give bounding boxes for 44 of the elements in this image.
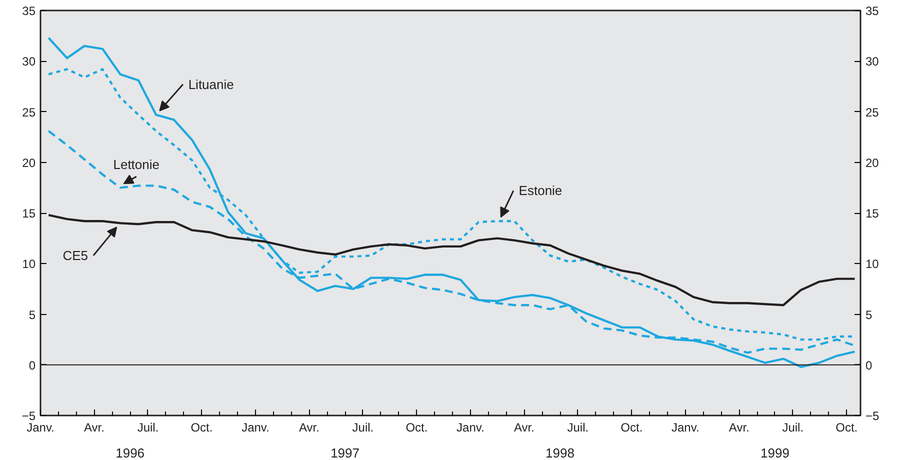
y2-tick-label: 35 <box>866 4 880 18</box>
x-tick-label: Avr. <box>728 420 750 434</box>
text: Lituanie <box>188 76 234 92</box>
x-tick-label: Oct. <box>620 420 643 434</box>
text: 1997 <box>330 446 360 460</box>
x-tick-label: Juil. <box>567 420 589 434</box>
y2-tick-label: 10 <box>866 257 880 272</box>
x-tick-label: Oct. <box>190 420 213 434</box>
y2-tick-label: 15 <box>866 206 880 220</box>
y-tick-label: 25 <box>22 105 36 120</box>
x-tick-label: Janv. <box>456 420 484 434</box>
y-tick-label: 5 <box>28 308 36 322</box>
x-tick-label: Oct. <box>406 420 428 434</box>
text: 1998 <box>546 446 574 460</box>
y-tick-label: −5 <box>22 409 36 423</box>
x-tick-label: Janv. <box>26 420 54 434</box>
line-series <box>47 36 856 368</box>
y-tick-label: 20 <box>22 156 36 170</box>
y2-tick-label: −5 <box>866 409 880 423</box>
text: CE5 <box>62 248 88 264</box>
x-tick-label: Juil. <box>137 420 159 434</box>
x-tick-label: Oct. <box>836 420 858 434</box>
x-tick-label: Janv. <box>242 420 270 434</box>
x-tick-label: Avr. <box>298 420 320 434</box>
series-label: Lettonie <box>113 156 160 172</box>
y2-tick-label: 0 <box>866 358 872 372</box>
y-tick-label: 35 <box>22 4 36 18</box>
x-tick-label: Janv. <box>672 420 700 434</box>
y-tick-label: 0 <box>28 358 36 372</box>
series-label: Estonie <box>518 183 562 198</box>
text: 1996 <box>116 446 145 460</box>
y-tick-label: 30 <box>22 54 36 69</box>
y2-tick-label: 25 <box>866 105 880 120</box>
line-series <box>47 214 856 306</box>
text: 1999 <box>760 446 790 460</box>
y2-tick-label: 30 <box>866 54 880 69</box>
y2-tick-label: 5 <box>866 308 872 322</box>
y-tick-label: 10 <box>22 257 36 272</box>
x-tick-label: Avr. <box>84 420 104 434</box>
x-tick-label: Avr. <box>514 420 534 434</box>
x-tick-label: Juil. <box>782 420 804 434</box>
y-tick-label: 15 <box>22 206 36 220</box>
x-tick-label: Juil. <box>352 420 374 434</box>
y2-tick-label: 20 <box>866 156 880 170</box>
